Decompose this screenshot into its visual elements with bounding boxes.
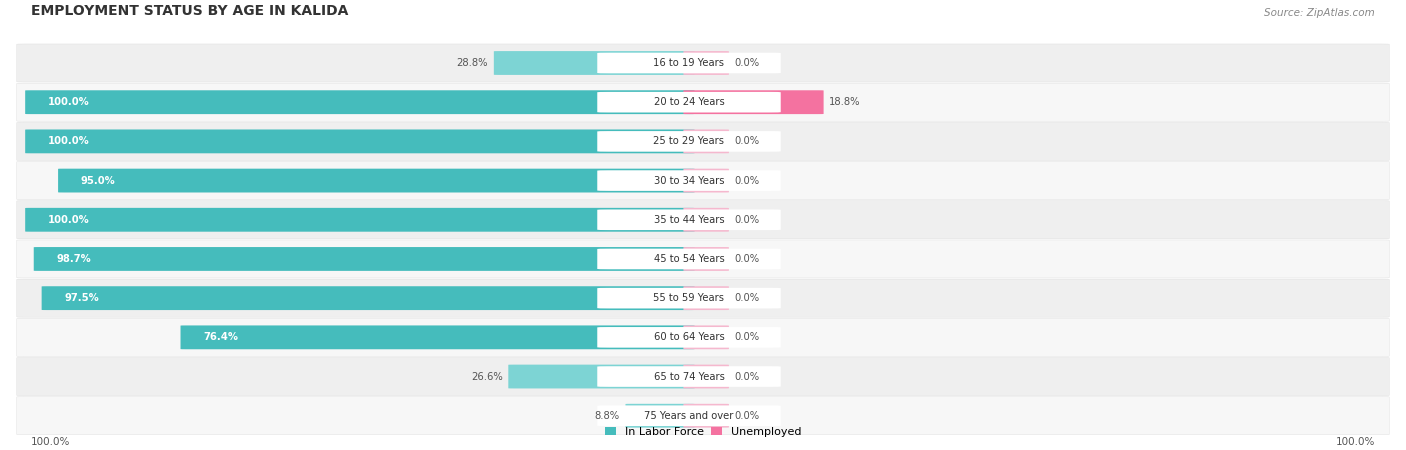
Text: 60 to 64 Years: 60 to 64 Years	[654, 333, 724, 342]
FancyBboxPatch shape	[598, 131, 780, 152]
Text: 8.8%: 8.8%	[595, 411, 620, 421]
FancyBboxPatch shape	[42, 286, 695, 310]
FancyBboxPatch shape	[598, 249, 780, 269]
Text: 20 to 24 Years: 20 to 24 Years	[654, 97, 724, 107]
FancyBboxPatch shape	[494, 51, 695, 75]
FancyBboxPatch shape	[17, 201, 1389, 239]
Legend: In Labor Force, Unemployed: In Labor Force, Unemployed	[605, 427, 801, 437]
FancyBboxPatch shape	[598, 366, 780, 387]
FancyBboxPatch shape	[34, 247, 695, 271]
Text: 100.0%: 100.0%	[48, 215, 90, 225]
FancyBboxPatch shape	[25, 90, 695, 114]
Text: 45 to 54 Years: 45 to 54 Years	[654, 254, 724, 264]
Text: 26.6%: 26.6%	[471, 372, 503, 382]
FancyBboxPatch shape	[58, 169, 695, 193]
Text: 25 to 29 Years: 25 to 29 Years	[654, 136, 724, 146]
FancyBboxPatch shape	[683, 404, 728, 428]
FancyBboxPatch shape	[683, 325, 728, 349]
FancyBboxPatch shape	[683, 364, 728, 388]
FancyBboxPatch shape	[598, 92, 780, 112]
FancyBboxPatch shape	[17, 397, 1389, 435]
Text: 0.0%: 0.0%	[734, 176, 759, 185]
Text: 65 to 74 Years: 65 to 74 Years	[654, 372, 724, 382]
Text: 100.0%: 100.0%	[1336, 437, 1375, 447]
FancyBboxPatch shape	[180, 325, 695, 349]
FancyBboxPatch shape	[683, 51, 728, 75]
Text: 28.8%: 28.8%	[457, 58, 488, 68]
FancyBboxPatch shape	[17, 240, 1389, 278]
Text: 55 to 59 Years: 55 to 59 Years	[654, 293, 724, 303]
FancyBboxPatch shape	[17, 279, 1389, 317]
FancyBboxPatch shape	[598, 53, 780, 73]
Text: 0.0%: 0.0%	[734, 411, 759, 421]
FancyBboxPatch shape	[598, 405, 780, 426]
Text: 95.0%: 95.0%	[80, 176, 115, 185]
Text: 0.0%: 0.0%	[734, 215, 759, 225]
Text: 100.0%: 100.0%	[31, 437, 70, 447]
Text: 100.0%: 100.0%	[48, 97, 90, 107]
FancyBboxPatch shape	[598, 209, 780, 230]
FancyBboxPatch shape	[598, 327, 780, 348]
FancyBboxPatch shape	[25, 208, 695, 232]
FancyBboxPatch shape	[25, 130, 695, 153]
FancyBboxPatch shape	[17, 162, 1389, 200]
Text: 0.0%: 0.0%	[734, 372, 759, 382]
Text: 16 to 19 Years: 16 to 19 Years	[654, 58, 724, 68]
Text: 97.5%: 97.5%	[65, 293, 98, 303]
Text: 30 to 34 Years: 30 to 34 Years	[654, 176, 724, 185]
Text: 76.4%: 76.4%	[202, 333, 238, 342]
FancyBboxPatch shape	[17, 44, 1389, 82]
Text: 0.0%: 0.0%	[734, 293, 759, 303]
FancyBboxPatch shape	[683, 208, 728, 232]
Text: 0.0%: 0.0%	[734, 254, 759, 264]
FancyBboxPatch shape	[598, 288, 780, 308]
Text: 35 to 44 Years: 35 to 44 Years	[654, 215, 724, 225]
FancyBboxPatch shape	[683, 169, 728, 193]
Text: 98.7%: 98.7%	[56, 254, 91, 264]
FancyBboxPatch shape	[683, 247, 728, 271]
FancyBboxPatch shape	[17, 83, 1389, 121]
Text: 0.0%: 0.0%	[734, 136, 759, 146]
FancyBboxPatch shape	[626, 404, 695, 428]
FancyBboxPatch shape	[683, 286, 728, 310]
Text: 75 Years and over: 75 Years and over	[644, 411, 734, 421]
Text: 100.0%: 100.0%	[48, 136, 90, 146]
FancyBboxPatch shape	[683, 90, 824, 114]
FancyBboxPatch shape	[17, 122, 1389, 160]
FancyBboxPatch shape	[598, 170, 780, 191]
Text: Source: ZipAtlas.com: Source: ZipAtlas.com	[1264, 8, 1375, 18]
Text: EMPLOYMENT STATUS BY AGE IN KALIDA: EMPLOYMENT STATUS BY AGE IN KALIDA	[31, 4, 349, 18]
Text: 18.8%: 18.8%	[830, 97, 860, 107]
FancyBboxPatch shape	[683, 130, 728, 153]
Text: 0.0%: 0.0%	[734, 58, 759, 68]
FancyBboxPatch shape	[17, 318, 1389, 356]
Text: 0.0%: 0.0%	[734, 333, 759, 342]
FancyBboxPatch shape	[509, 364, 695, 388]
FancyBboxPatch shape	[17, 358, 1389, 396]
